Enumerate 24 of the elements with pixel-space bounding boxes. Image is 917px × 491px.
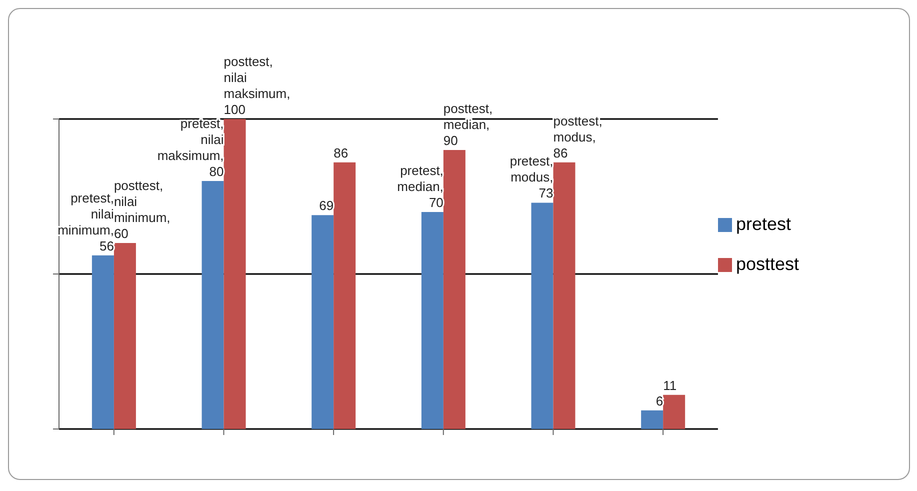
data-label: 11: [663, 378, 677, 393]
data-label: 6: [656, 393, 664, 408]
data-label: pretest, median, 70: [397, 163, 444, 210]
bar: [421, 212, 444, 429]
bar: [202, 181, 224, 429]
data-label: posttest, nilai minimum, 60: [114, 178, 170, 241]
data-label: pretest, modus, 73: [510, 154, 554, 201]
bar: [443, 150, 466, 429]
bar: [92, 255, 114, 429]
bar: [641, 410, 664, 429]
data-label: posttest, nilai maksimum, 100: [224, 54, 290, 117]
legend-label: pretest: [736, 214, 791, 234]
data-label: posttest, median, 90: [443, 101, 493, 148]
bar: [312, 215, 334, 429]
data-label: pretest, nilai maksimum, 80: [157, 116, 224, 179]
data-label: 69: [319, 198, 334, 214]
bar: [553, 162, 576, 429]
bar: [663, 394, 686, 429]
data-label: 86: [334, 145, 348, 160]
bar: [224, 119, 246, 429]
bar: [531, 202, 554, 429]
legend-label: posttest: [736, 254, 799, 274]
bar: [334, 162, 356, 429]
bar: [114, 243, 136, 429]
